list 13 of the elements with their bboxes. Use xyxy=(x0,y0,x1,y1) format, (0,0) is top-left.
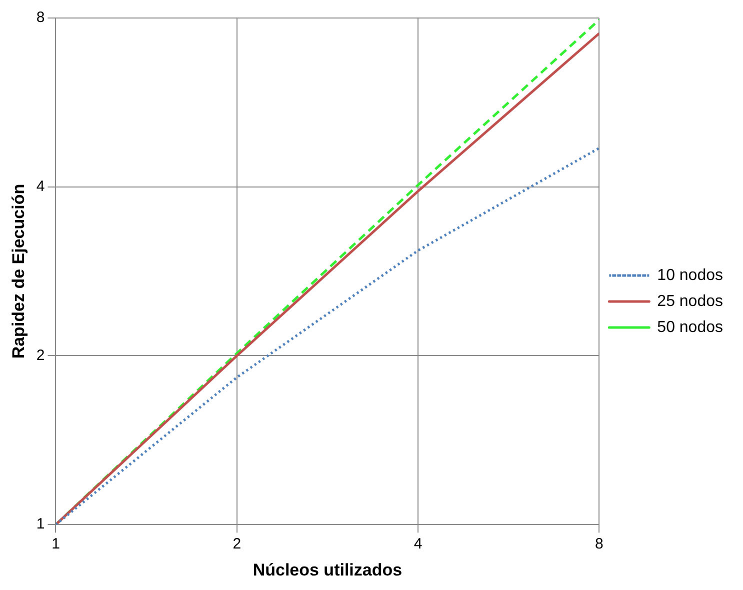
x-tick-label: 2 xyxy=(232,536,242,553)
y-tick-label: 2 xyxy=(36,346,45,364)
legend-label: 25 nodos xyxy=(657,292,724,310)
y-tick-label: 8 xyxy=(36,9,45,26)
legend-label: 50 nodos xyxy=(657,318,724,336)
y-tick-label: 4 xyxy=(36,178,45,196)
y-tick-label: 1 xyxy=(36,516,45,533)
y-axis-title: Rapidez de Ejecución xyxy=(8,184,28,359)
x-tick-label: 8 xyxy=(594,536,604,553)
x-axis-title: Núcleos utilizados xyxy=(252,560,402,580)
x-tick-label: 4 xyxy=(414,536,422,553)
x-tick-label: 1 xyxy=(52,536,60,553)
legend-label: 10 nodos xyxy=(657,266,724,284)
